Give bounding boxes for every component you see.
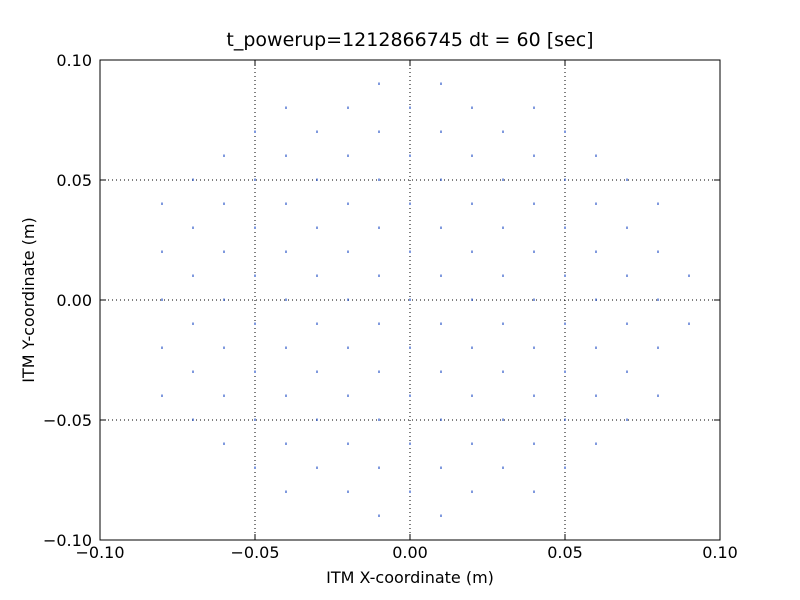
x-tick-label: 0.10 — [702, 543, 738, 562]
y-tick-label: 0.10 — [56, 51, 92, 70]
y-tick-label: −0.10 — [43, 531, 92, 550]
x-tick-label: −0.05 — [230, 543, 279, 562]
y-tick-label: 0.05 — [56, 171, 92, 190]
x-tick-label: −0.10 — [75, 543, 124, 562]
x-axis-label: ITM X-coordinate (m) — [326, 568, 494, 587]
y-tick-label: 0.00 — [56, 291, 92, 310]
x-tick-label: 0.00 — [392, 543, 428, 562]
x-tick-label: 0.05 — [547, 543, 583, 562]
plot-frame — [99, 59, 721, 541]
y-tick-label: −0.05 — [43, 411, 92, 430]
y-axis-label: ITM Y-coordinate (m) — [19, 217, 38, 383]
chart-title: t_powerup=1212866745 dt = 60 [sec] — [226, 29, 593, 51]
